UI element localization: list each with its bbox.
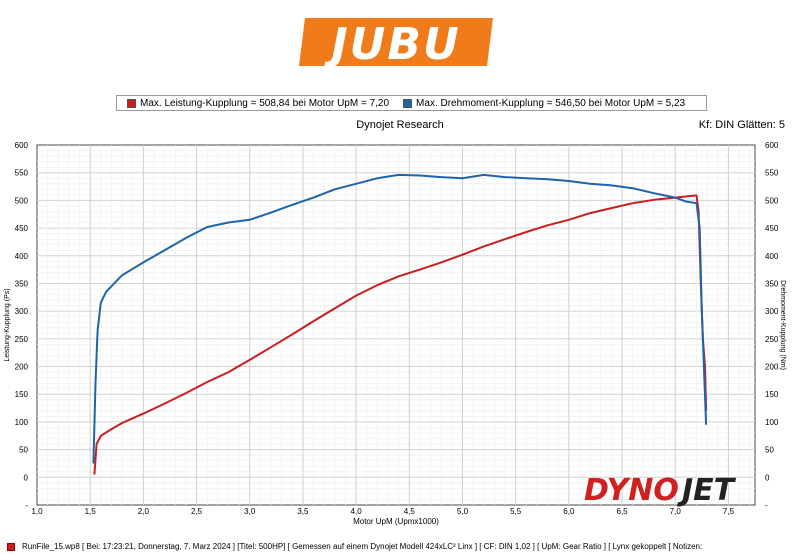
y-tick-right: 0 [765,473,770,482]
y-axis-label-right: Drehmoment-Kupplung (Nm) [779,280,786,370]
x-tick-label: 4,5 [404,507,416,516]
x-axis-label: Motor UpM (Upmx1000) [353,517,439,526]
torque-curve [92,173,708,464]
legend-label-torque: Max. Drehmoment-Kupplung = 546,50 bei Mo… [416,97,686,109]
y-tick-left: 50 [19,446,28,455]
logo-text: JUBU [323,19,460,70]
legend-swatch-torque [403,98,413,108]
x-tick-label: 2,5 [191,507,203,516]
y-tick-left: 550 [15,169,29,178]
x-tick-label: 6,5 [616,507,628,516]
y-tick-left: 0 [24,473,29,482]
logo-badge: JUBU [299,18,493,70]
x-tick-label: 5,0 [457,507,469,516]
y-tick-right: 200 [765,363,779,372]
jubu-logo: JUBU [299,18,493,70]
y-tick-right: 100 [765,418,779,427]
x-tick-label: 7,5 [723,507,735,516]
footer-text: RunFile_15.wp8 [ Bei: 17:23:21, Donnerst… [22,542,703,551]
y-tick-right: 550 [765,169,779,178]
y-tick-right: 400 [765,252,779,261]
y-tick-right: 150 [765,390,779,399]
y-tick-right: 50 [765,446,774,455]
legend-item-power[interactable]: Max. Leistung-Kupplung = 508,84 bei Moto… [127,98,389,109]
chart-subtitle: Dynojet Research [356,119,444,131]
plot-area [36,144,756,506]
y-tick-left: 350 [15,279,29,288]
x-tick-label: 3,5 [297,507,309,516]
y-axis-label-left: Leistung-Kupplung (Ps) [4,288,11,361]
x-tick-label: 4,0 [351,507,363,516]
y-tick-left: 400 [15,252,29,261]
y-tick-right: 500 [765,196,779,205]
y-tick-left: 500 [15,196,29,205]
legend-item-torque[interactable]: Max. Drehmoment-Kupplung = 546,50 bei Mo… [403,98,685,109]
y-tick-left: 200 [15,363,29,372]
x-tick-label: 1,5 [85,507,97,516]
run-file-icon [7,542,15,551]
x-tick-label: 5,5 [510,507,522,516]
y-tick-right: 350 [765,279,779,288]
y-tick-right: 600 [765,141,779,150]
correction-factor-label: Kf: DIN Glätten: 5 [698,119,785,131]
y-tick-left: 300 [15,307,29,316]
dynojet-watermark-dyno: DYNO [584,473,679,508]
x-tick-label: 7,0 [670,507,682,516]
y-tick-right: 300 [765,307,779,316]
y-tick-right: 250 [765,335,779,344]
y-tick-left: 600 [15,141,29,150]
x-tick-label: 1,0 [31,507,43,516]
legend-swatch-power [127,98,136,108]
chart-legend: Max. Leistung-Kupplung = 508,84 bei Moto… [116,95,707,111]
y-tick-left: 150 [15,390,29,399]
dynojet-watermark-jet: JET [677,473,737,508]
dyno-chart: - - 0 0 50 50 100 100 150 150 200 200 250 250 300 300 35… [4,141,786,526]
y-tick-left: 450 [15,224,29,233]
status-footer: RunFile_15.wp8 [ Bei: 17:23:21, Donnerst… [0,538,800,555]
y-tick-left: - [25,501,28,510]
y-tick-left: 100 [15,418,29,427]
y-tick-right: 450 [765,224,779,233]
x-tick-label: 6,0 [563,507,575,516]
x-tick-label: 2,0 [138,507,150,516]
legend-label-power: Max. Leistung-Kupplung = 508,84 bei Moto… [140,97,390,109]
y-tick-right: - [765,501,768,510]
y-tick-left: 250 [15,335,29,344]
x-tick-label: 3,0 [244,507,256,516]
power-curve [93,194,708,475]
